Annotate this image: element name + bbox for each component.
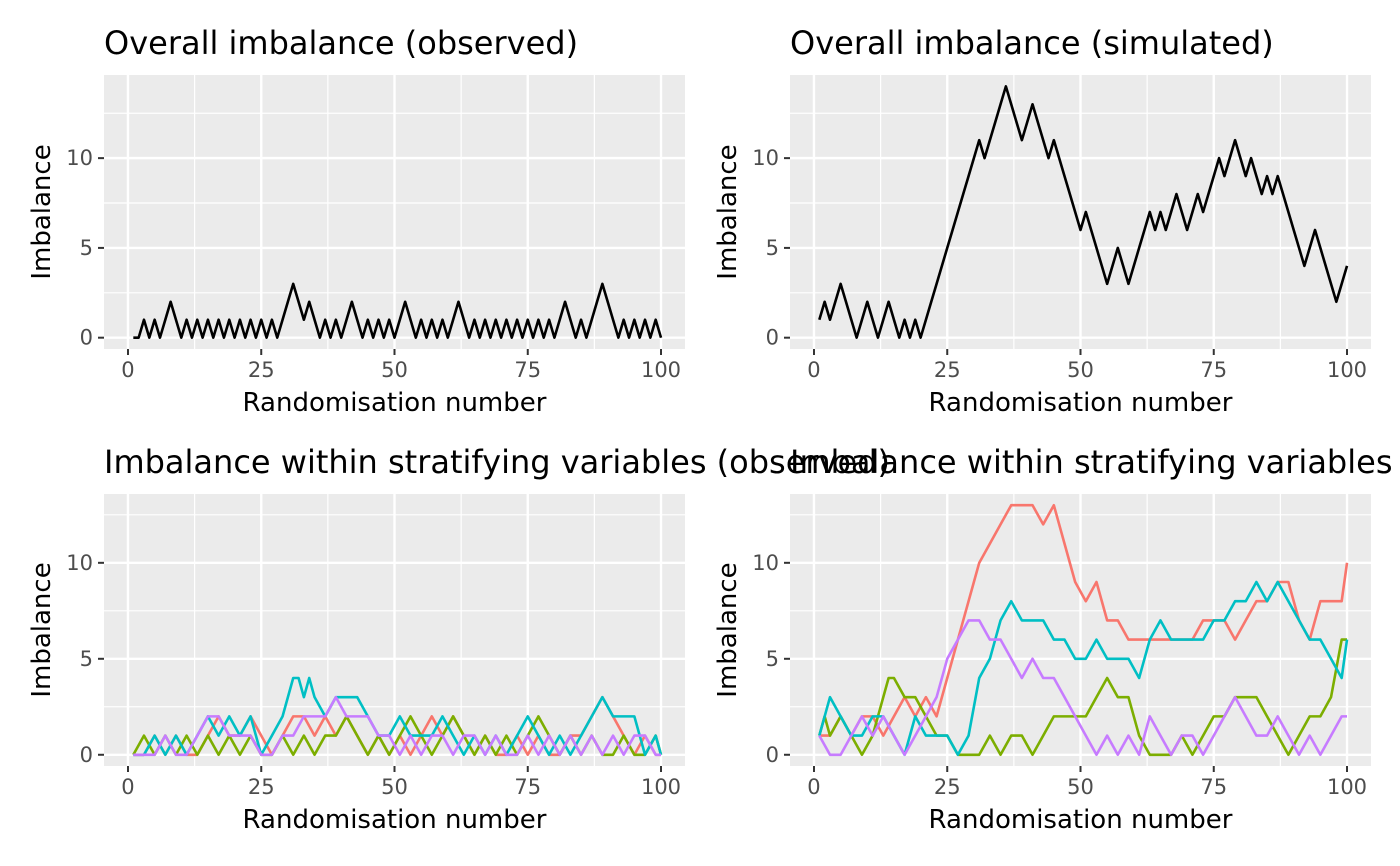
chart-title: Overall imbalance (observed) bbox=[104, 24, 578, 62]
x-tick-label: 100 bbox=[1327, 775, 1367, 799]
x-tick-label: 75 bbox=[1200, 358, 1227, 382]
x-tick-label: 0 bbox=[121, 775, 134, 799]
x-tick-label: 100 bbox=[1327, 358, 1367, 382]
series-line-1 bbox=[819, 503, 1349, 737]
series-line-1 bbox=[133, 282, 663, 339]
chart-title: Imbalance within stratifying variables (… bbox=[790, 443, 1400, 481]
x-axis-title: Randomisation number bbox=[929, 805, 1233, 835]
panel-simulated-overall: 0 25 50 75 100 0 5 10 Randomisation number Imbala… bbox=[713, 24, 1371, 418]
x-tick-label: 0 bbox=[121, 358, 134, 382]
y-tick-label: 5 bbox=[80, 236, 93, 260]
x-tick-label: 25 bbox=[248, 358, 275, 382]
series-line-4 bbox=[818, 619, 1348, 757]
y-tick-label: 5 bbox=[766, 236, 779, 260]
y-tick-label: 0 bbox=[766, 743, 779, 767]
x-tick-label: 50 bbox=[1067, 775, 1094, 799]
y-axis-title: Imbalance bbox=[27, 144, 57, 279]
x-tick-label: 100 bbox=[641, 775, 681, 799]
x-tick-label: 75 bbox=[1200, 775, 1227, 799]
x-tick-label: 25 bbox=[934, 358, 961, 382]
chart-title: Imbalance within stratifying variables (… bbox=[104, 443, 890, 481]
y-axis-title: Imbalance bbox=[27, 562, 57, 697]
x-tick-label: 0 bbox=[807, 358, 820, 382]
y-tick-label: 10 bbox=[66, 146, 93, 170]
y-axis-title: Imbalance bbox=[713, 144, 743, 279]
y-tick-label: 5 bbox=[80, 647, 93, 671]
y-tick-label: 0 bbox=[80, 743, 93, 767]
y-tick-label: 0 bbox=[766, 326, 779, 350]
x-axis-title: Randomisation number bbox=[243, 388, 547, 418]
x-tick-label: 25 bbox=[934, 775, 961, 799]
x-axis-title: Randomisation number bbox=[929, 388, 1233, 418]
x-tick-label: 25 bbox=[248, 775, 275, 799]
series-line-3 bbox=[818, 580, 1349, 757]
x-axis-title: Randomisation number bbox=[243, 805, 547, 835]
y-tick-label: 10 bbox=[752, 551, 779, 575]
x-tick-label: 75 bbox=[514, 358, 541, 382]
x-tick-label: 0 bbox=[807, 775, 820, 799]
x-tick-label: 50 bbox=[381, 775, 408, 799]
y-axis-title: Imbalance bbox=[713, 562, 743, 697]
panel-observed-overall: 0 25 50 75 100 0 5 10 Randomisation number Imbala… bbox=[27, 24, 685, 418]
series-line-1 bbox=[818, 85, 1349, 339]
y-tick-label: 0 bbox=[80, 326, 93, 350]
y-tick-label: 10 bbox=[752, 146, 779, 170]
x-tick-label: 50 bbox=[1067, 358, 1094, 382]
x-tick-label: 75 bbox=[514, 775, 541, 799]
panel-simulated-strata: 0 25 50 75 100 0 5 10 Randomisation number Imbala… bbox=[713, 443, 1400, 835]
x-tick-label: 100 bbox=[641, 358, 681, 382]
x-tick-label: 50 bbox=[381, 358, 408, 382]
series-line-4 bbox=[133, 695, 662, 757]
y-tick-label: 5 bbox=[766, 647, 779, 671]
y-tick-label: 10 bbox=[66, 551, 93, 575]
chart-title: Overall imbalance (simulated) bbox=[790, 24, 1274, 62]
